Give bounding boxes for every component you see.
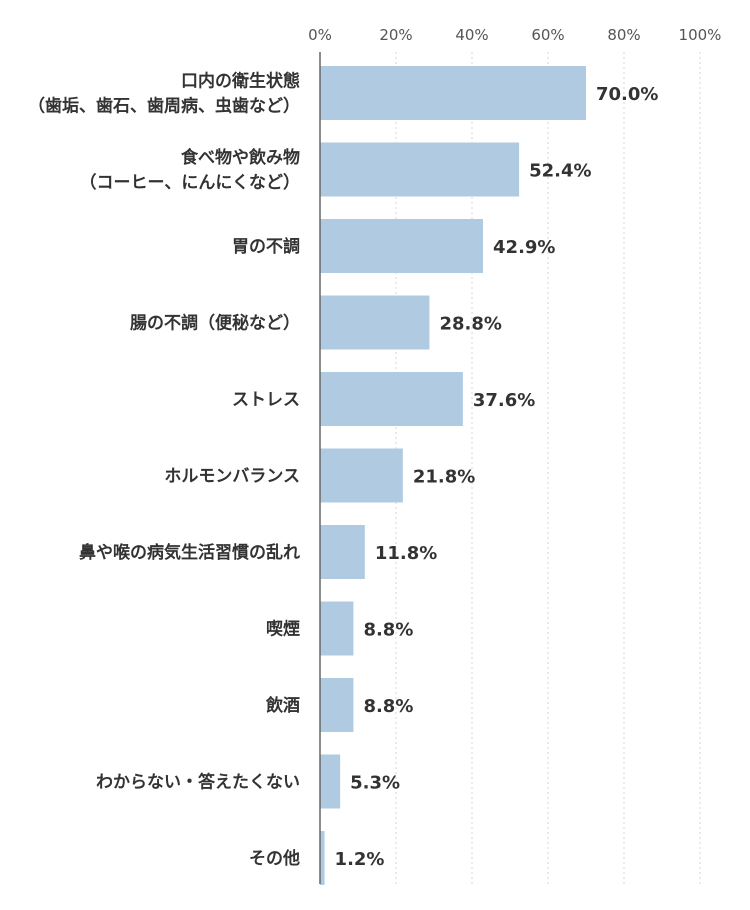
category-label: （歯垢、歯石、歯周病、虫歯など） [28,96,300,117]
bar [320,372,463,426]
category-label: わからない・答えたくない [96,772,300,793]
x-tick-label: 100% [679,26,722,44]
category-label: 喫煙 [266,620,300,640]
data-label: 28.8% [439,314,501,335]
category-label: 飲酒 [265,695,300,716]
bar [320,601,354,656]
data-label: 5.3% [350,773,400,794]
x-tick-label: 60% [531,26,564,44]
bar [320,754,341,809]
data-label: 8.8% [363,696,413,717]
x-tick-label: 40% [455,26,488,44]
x-axis-ticks: 0% 20% 40% 60% 80% 100% [308,26,721,44]
category-label: その他 [249,848,300,869]
x-tick-label: 0% [308,26,332,44]
category-label: 鼻や喉の病気生活習慣の乱れ [79,542,300,563]
category-label: ストレス [232,390,300,410]
data-label: 11.8% [375,543,437,564]
data-label: 37.6% [473,390,535,411]
data-label: 52.4% [529,161,591,182]
bar [320,66,586,120]
data-label: 42.9% [493,237,555,258]
category-label: 食べ物や飲み物 [181,147,300,168]
data-label: 70.0% [596,84,658,105]
category-labels: 口内の衛生状態 （歯垢、歯石、歯周病、虫歯など） 食べ物や飲み物 （コーヒー、にんにく… [28,71,300,870]
category-label: （コーヒー、にんにくなど） [80,172,301,193]
category-label: 胃の不調 [232,236,300,257]
value-labels: 70.0% 52.4% 42.9% 28.8% 37.6% 21.8% 11.8% 8.8% 8… [335,84,659,870]
category-label: 口内の衛生状態 [181,71,300,92]
bars [320,66,586,885]
bar [320,142,520,197]
category-label: ホルモンバランス [164,467,300,487]
data-label: 21.8% [413,467,475,488]
bar [320,295,430,350]
bar [320,678,354,732]
x-tick-label: 80% [607,26,640,44]
data-label: 8.8% [363,620,413,641]
bar [320,525,365,579]
bar [320,448,403,503]
bar [320,831,325,885]
data-label: 1.2% [335,849,385,870]
category-label: 腸の不調（便秘など） [130,313,300,334]
bar [320,219,484,273]
x-tick-label: 20% [379,26,412,44]
